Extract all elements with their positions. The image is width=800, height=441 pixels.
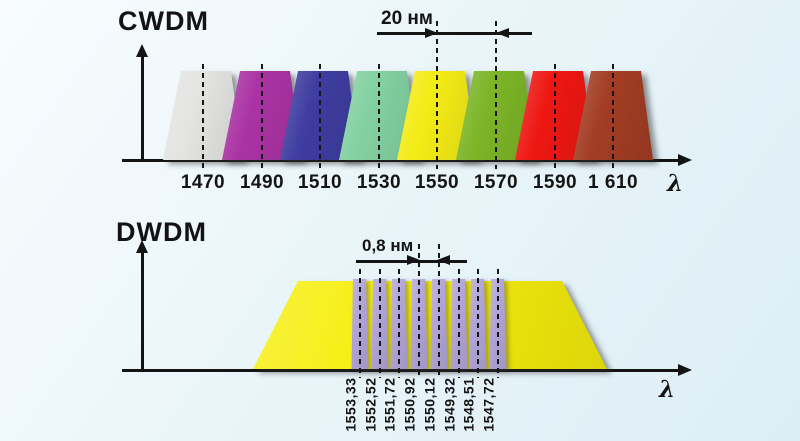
cwdm-center-dashed-line (319, 64, 321, 169)
dwdm-wavelength-label: 1550,12 (421, 377, 438, 432)
cwdm-wavelength-label: 1590 (532, 172, 578, 193)
dwdm-x-axis-arrow-icon (678, 364, 692, 376)
dwdm-center-dashed-line (497, 269, 499, 378)
dwdm-spacing-arrow-left-icon (437, 255, 450, 265)
dwdm-spacing-arrow-right-icon (407, 255, 420, 265)
dwdm-wavelength-label: 1548,51 (460, 377, 477, 432)
cwdm-wavelength-label: 1510 (297, 172, 343, 193)
cwdm-x-axis-arrow-icon (678, 154, 692, 166)
dwdm-wavelength-label: 1549,32 (441, 377, 458, 432)
cwdm-wavelength-label: 1490 (239, 172, 285, 193)
dwdm-center-dashed-line (418, 244, 420, 378)
cwdm-center-dashed-line (495, 21, 497, 169)
dwdm-wavelength-label: 1547,72 (480, 377, 497, 432)
dwdm-y-axis-arrow-icon (136, 240, 148, 253)
cwdm-spacing-arrow-left-icon (496, 28, 509, 38)
cwdm-wavelength-label: 1470 (180, 172, 226, 193)
dwdm-center-dashed-line (438, 244, 440, 378)
cwdm-wavelength-label: 1 610 (587, 172, 639, 193)
cwdm-title: CWDM (118, 6, 209, 36)
dwdm-center-dashed-line (359, 269, 361, 378)
dwdm-spacing-label: 0,8 нм (362, 236, 414, 255)
cwdm-lambda-symbol: λ (667, 170, 684, 197)
cwdm-spacing-label: 20 нм (381, 8, 433, 29)
cwdm-y-axis (141, 54, 144, 162)
cwdm-y-axis-arrow-icon (136, 44, 148, 57)
cwdm-spacing-dimension-line (377, 32, 532, 35)
cwdm-spacing-arrow-right-icon (425, 28, 438, 38)
cwdm-center-dashed-line (436, 21, 438, 169)
dwdm-center-dashed-line (477, 269, 479, 378)
cwdm-center-dashed-line (202, 64, 204, 169)
dwdm-wavelength-label: 1553,33 (342, 377, 359, 432)
cwdm-wavelength-label: 1530 (356, 172, 402, 193)
dwdm-center-dashed-line (458, 269, 460, 378)
dwdm-y-axis (141, 250, 144, 372)
dwdm-center-dashed-line (398, 269, 400, 378)
cwdm-center-dashed-line (261, 64, 263, 169)
dwdm-wavelength-label: 1552,52 (362, 377, 379, 432)
dwdm-wide-band-trapezoid (253, 281, 607, 369)
cwdm-center-dashed-line (554, 64, 556, 169)
cwdm-wavelength-label: 1570 (473, 172, 519, 193)
cwdm-x-axis (122, 159, 678, 162)
dwdm-wavelength-label: 1550,92 (401, 377, 418, 432)
dwdm-x-axis (122, 369, 678, 372)
cwdm-center-dashed-line (378, 64, 380, 169)
dwdm-center-dashed-line (379, 269, 381, 378)
dwdm-title: DWDM (116, 217, 207, 247)
cwdm-center-dashed-line (612, 64, 614, 169)
dwdm-wavelength-label: 1551,72 (381, 377, 398, 432)
trapezoid-shape (253, 281, 607, 369)
dwdm-lambda-symbol: λ (659, 376, 676, 403)
cwdm-wavelength-label: 1550 (414, 172, 460, 193)
